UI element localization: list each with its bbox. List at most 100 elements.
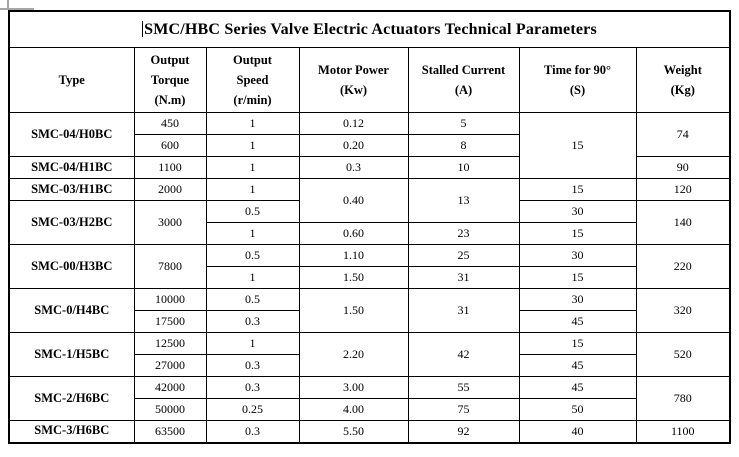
speed-cell[interactable]: 1 xyxy=(205,332,300,355)
torque-cell[interactable]: 12500 xyxy=(133,332,207,355)
col-header-stalled-current[interactable]: Stalled Current (A) xyxy=(407,47,520,113)
table-title[interactable]: SMC/HBC Series Valve Electric Actuators … xyxy=(8,10,731,48)
power-cell[interactable]: 0.3 xyxy=(298,156,409,179)
current-cell[interactable]: 10 xyxy=(407,156,520,179)
col-header-type[interactable]: Type xyxy=(8,47,135,113)
speed-cell[interactable]: 0.5 xyxy=(205,244,300,267)
power-cell[interactable]: 0.60 xyxy=(298,222,409,245)
power-cell[interactable]: 1.50 xyxy=(298,266,409,289)
power-cell[interactable]: 0.20 xyxy=(298,134,409,157)
speed-cell[interactable]: 0.5 xyxy=(205,200,300,223)
table-header-row: Type Output Torque (N.m) Output Speed (r… xyxy=(8,47,731,113)
table-row: SMC-0/H4BC 10000 0.5 1.50 31 30 320 xyxy=(8,288,731,333)
current-cell[interactable]: 8 xyxy=(407,134,520,157)
speed-cell[interactable]: 1 xyxy=(205,222,300,245)
current-cell[interactable]: 5 xyxy=(407,112,520,135)
torque-cell[interactable]: 63500 xyxy=(133,420,207,443)
power-cell[interactable]: 2.20 xyxy=(298,332,409,377)
weight-cell[interactable]: 1100 xyxy=(635,420,731,443)
table-row: SMC-04/H0BC 450 1 0.12 5 15 74 xyxy=(8,112,731,179)
time-cell[interactable]: 30 xyxy=(518,244,637,267)
current-cell[interactable]: 23 xyxy=(407,222,520,245)
current-cell[interactable]: 25 xyxy=(407,244,520,267)
col-header-output-torque[interactable]: Output Torque (N.m) xyxy=(133,47,207,113)
col-header-motor-power[interactable]: Motor Power (Kw) xyxy=(298,47,409,113)
type-cell[interactable]: SMC-04/H1BC xyxy=(8,156,135,179)
time-cell[interactable]: 30 xyxy=(518,200,637,223)
power-cell[interactable]: 1.50 xyxy=(298,288,409,333)
current-cell[interactable]: 92 xyxy=(407,420,520,443)
power-cell[interactable]: 0.12 xyxy=(298,112,409,135)
time-cell[interactable]: 15 xyxy=(518,266,637,289)
torque-cell[interactable]: 2000 xyxy=(133,178,207,201)
weight-cell[interactable]: 74 xyxy=(635,112,731,157)
table-title-text: SMC/HBC Series Valve Electric Actuators … xyxy=(144,20,597,38)
speed-cell[interactable]: 0.25 xyxy=(205,398,300,421)
time-cell[interactable]: 45 xyxy=(518,354,637,377)
time-cell[interactable]: 40 xyxy=(518,420,637,443)
type-cell[interactable]: SMC-04/H0BC xyxy=(8,112,135,157)
time-cell[interactable]: 15 xyxy=(518,222,637,245)
speed-cell[interactable]: 1 xyxy=(205,134,300,157)
type-cell[interactable]: SMC-03/H2BC xyxy=(8,200,135,245)
torque-cell[interactable]: 42000 xyxy=(133,376,207,399)
col-header-output-speed[interactable]: Output Speed (r/min) xyxy=(205,47,300,113)
current-cell[interactable]: 42 xyxy=(407,332,520,377)
torque-cell[interactable]: 27000 xyxy=(133,354,207,377)
torque-cell[interactable]: 50000 xyxy=(133,398,207,421)
current-cell[interactable]: 31 xyxy=(407,288,520,333)
torque-cell[interactable]: 450 xyxy=(133,112,207,135)
table-handle-mark xyxy=(0,8,34,10)
time-cell[interactable]: 15 xyxy=(518,112,637,179)
col-header-time-90[interactable]: Time for 90° (S) xyxy=(518,47,637,113)
time-cell[interactable]: 45 xyxy=(518,376,637,399)
speed-cell[interactable]: 1 xyxy=(205,178,300,201)
time-cell[interactable]: 30 xyxy=(518,288,637,311)
table-row: 17500 0.3 45 xyxy=(9,310,730,333)
type-cell[interactable]: SMC-03/H1BC xyxy=(8,178,135,201)
speed-cell[interactable]: 1 xyxy=(205,266,300,289)
type-cell[interactable]: SMC-00/H3BC xyxy=(8,244,135,289)
power-cell[interactable]: 1.10 xyxy=(298,244,409,267)
power-cell[interactable]: 3.00 xyxy=(298,376,409,399)
speed-cell[interactable]: 0.3 xyxy=(205,420,300,443)
weight-cell[interactable]: 120 xyxy=(635,178,731,201)
speed-cell[interactable]: 1 xyxy=(205,112,300,135)
torque-cell[interactable]: 17500 xyxy=(133,310,207,333)
weight-cell[interactable]: 90 xyxy=(635,156,731,179)
power-cell[interactable]: 0.40 xyxy=(298,178,409,223)
col-header-weight[interactable]: Weight (Kg) xyxy=(635,47,731,113)
type-cell[interactable]: SMC-3/H6BC xyxy=(8,420,135,443)
torque-cell[interactable]: 7800 xyxy=(133,244,207,289)
current-cell[interactable]: 75 xyxy=(407,398,520,421)
speed-cell[interactable]: 0.3 xyxy=(205,376,300,399)
table-row: SMC-00/H3BC 7800 0.5 1.10 25 30 220 xyxy=(8,244,731,289)
current-cell[interactable]: 31 xyxy=(407,266,520,289)
power-cell[interactable]: 5.50 xyxy=(298,420,409,443)
time-cell[interactable]: 50 xyxy=(518,398,637,421)
speed-cell[interactable]: 0.3 xyxy=(205,354,300,377)
type-cell[interactable]: SMC-1/H5BC xyxy=(8,332,135,377)
table-row: SMC-03/H2BC 3000 0.5 30 140 xyxy=(8,200,731,245)
torque-cell[interactable]: 10000 xyxy=(133,288,207,311)
power-cell[interactable]: 4.00 xyxy=(298,398,409,421)
speed-cell[interactable]: 0.5 xyxy=(205,288,300,311)
current-cell[interactable]: 13 xyxy=(407,178,520,223)
speed-cell[interactable]: 1 xyxy=(205,156,300,179)
weight-cell[interactable]: 140 xyxy=(635,200,731,245)
weight-cell[interactable]: 780 xyxy=(635,376,731,421)
weight-cell[interactable]: 320 xyxy=(635,288,731,333)
table-row: SMC-2/H6BC 42000 0.3 3.00 55 45 780 xyxy=(8,376,731,421)
torque-cell[interactable]: 3000 xyxy=(133,200,207,245)
weight-cell[interactable]: 220 xyxy=(635,244,731,289)
time-cell[interactable]: 15 xyxy=(518,332,637,355)
current-cell[interactable]: 55 xyxy=(407,376,520,399)
weight-cell[interactable]: 520 xyxy=(635,332,731,377)
speed-cell[interactable]: 0.3 xyxy=(205,310,300,333)
torque-cell[interactable]: 1100 xyxy=(133,156,207,179)
torque-cell[interactable]: 600 xyxy=(133,134,207,157)
type-cell[interactable]: SMC-2/H6BC xyxy=(8,376,135,421)
time-cell[interactable]: 45 xyxy=(518,310,637,333)
time-cell[interactable]: 15 xyxy=(518,178,637,201)
type-cell[interactable]: SMC-0/H4BC xyxy=(8,288,135,333)
